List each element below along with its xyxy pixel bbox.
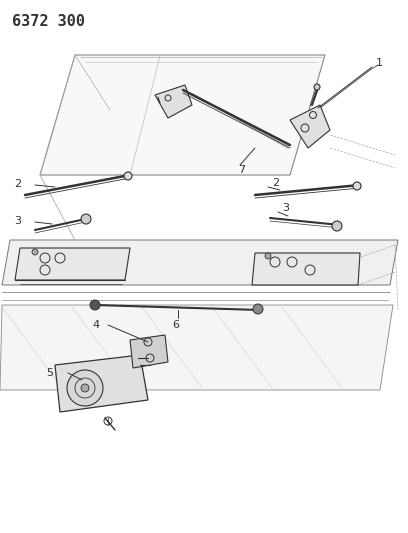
Circle shape (332, 221, 342, 231)
Polygon shape (130, 335, 168, 368)
Circle shape (314, 84, 320, 90)
Text: 4: 4 (92, 320, 99, 330)
Circle shape (124, 172, 132, 180)
Text: 7: 7 (238, 165, 245, 175)
Circle shape (32, 249, 38, 255)
Polygon shape (15, 248, 130, 280)
Polygon shape (2, 240, 398, 285)
Polygon shape (155, 85, 192, 118)
Circle shape (67, 370, 103, 406)
Text: 2: 2 (272, 178, 279, 188)
Circle shape (353, 182, 361, 190)
Circle shape (253, 304, 263, 314)
Text: 3: 3 (14, 216, 21, 226)
Polygon shape (252, 253, 360, 285)
Text: 6372 300: 6372 300 (12, 14, 85, 29)
Circle shape (265, 253, 271, 259)
Polygon shape (40, 55, 325, 175)
Circle shape (81, 214, 91, 224)
Text: 6: 6 (172, 320, 179, 330)
Text: 1: 1 (376, 58, 383, 68)
Text: 3: 3 (282, 203, 289, 213)
Circle shape (81, 384, 89, 392)
Circle shape (90, 300, 100, 310)
Polygon shape (290, 105, 330, 148)
Polygon shape (0, 305, 393, 390)
Polygon shape (55, 355, 148, 412)
Text: 5: 5 (46, 368, 53, 378)
Text: 2: 2 (14, 179, 21, 189)
